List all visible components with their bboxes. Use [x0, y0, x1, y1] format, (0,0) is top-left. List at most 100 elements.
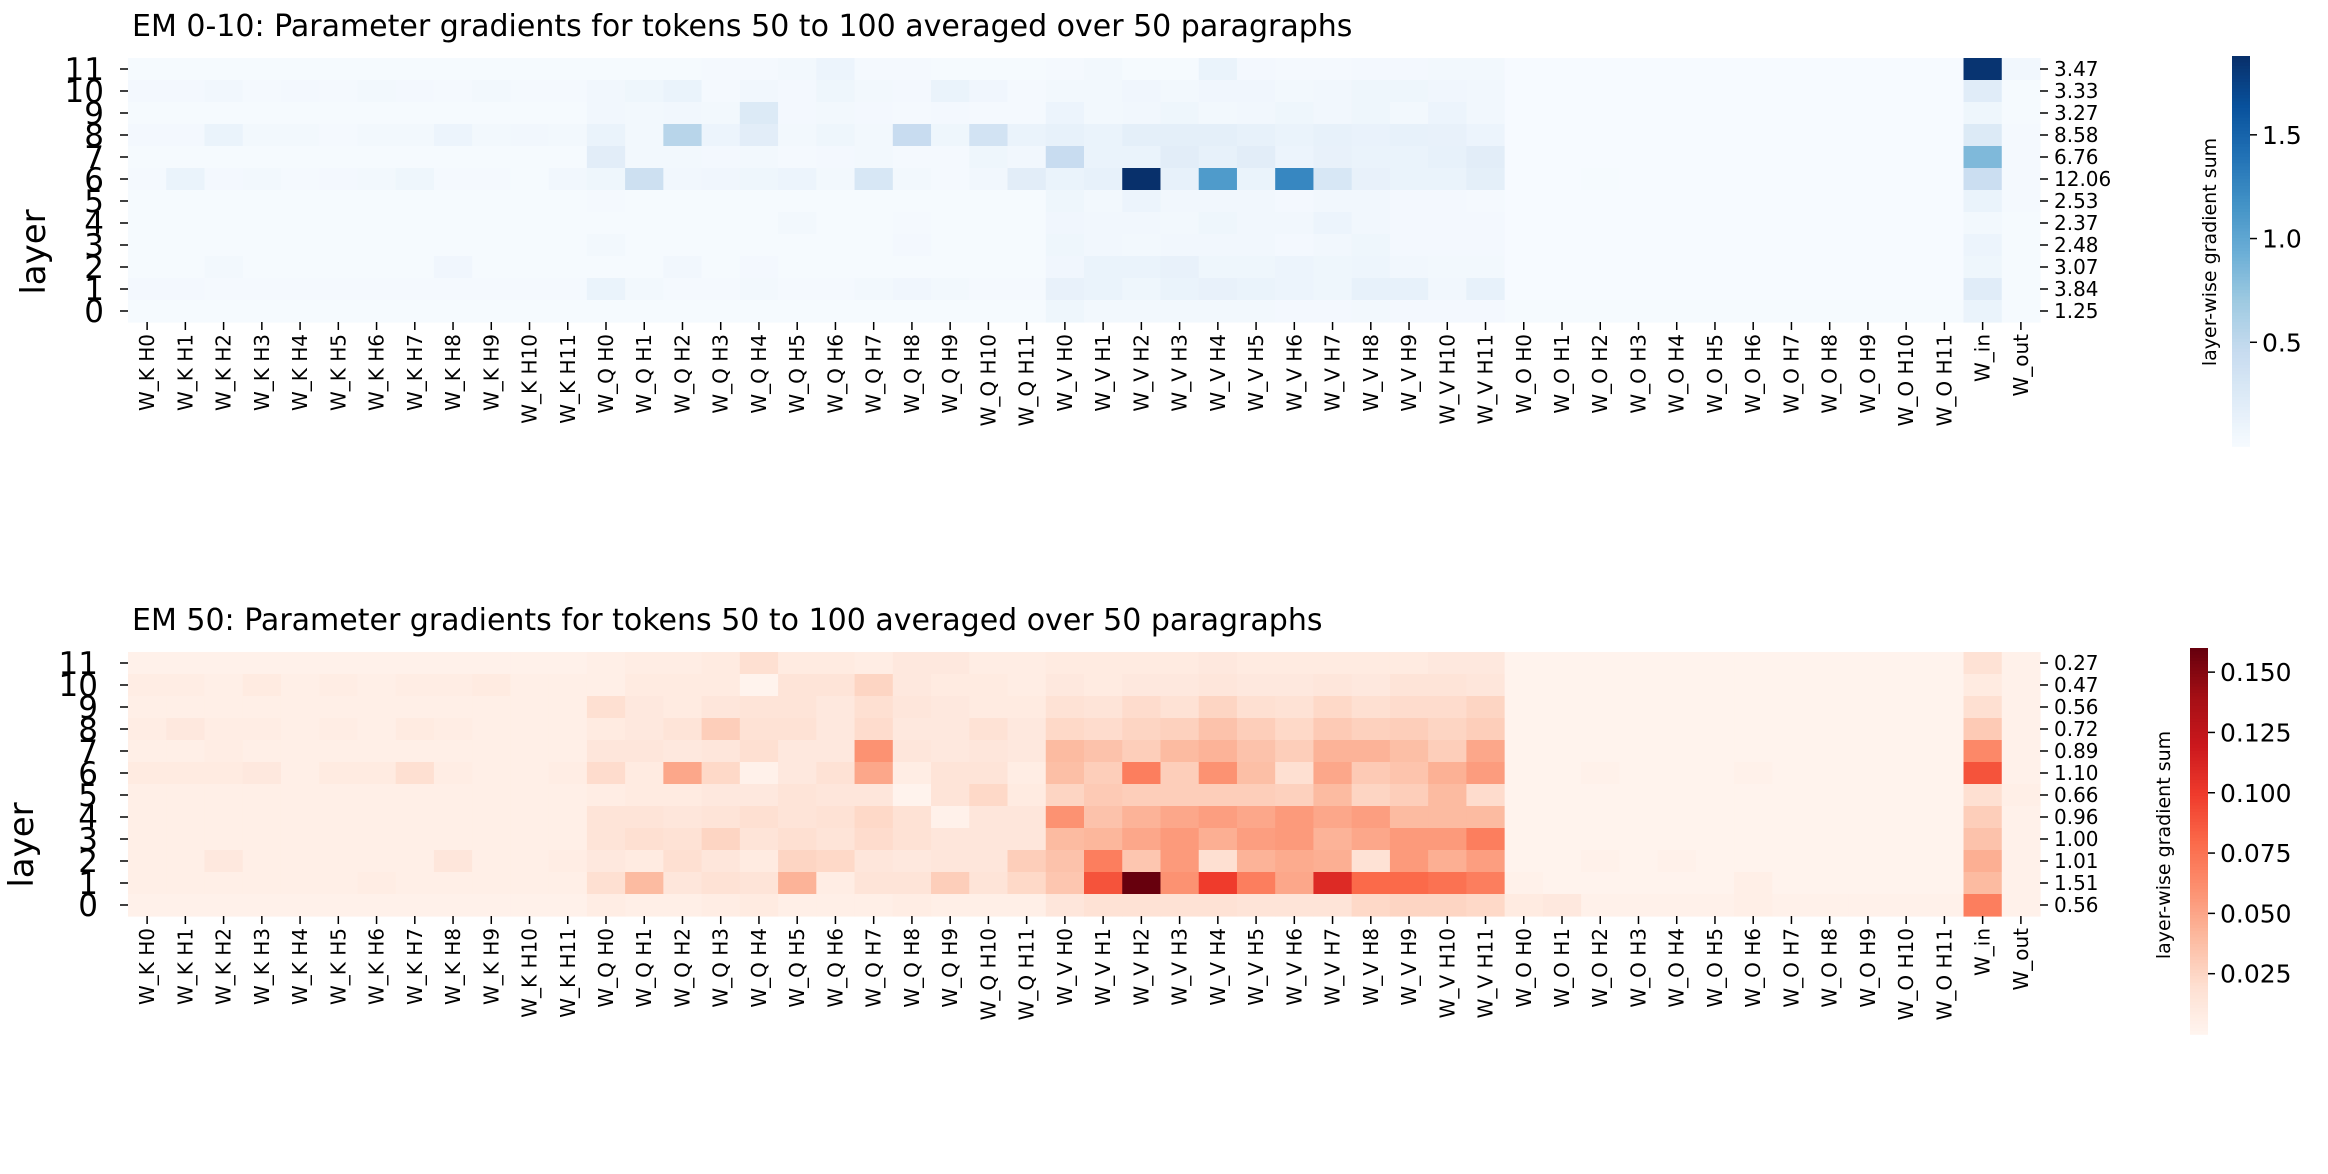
heatmap-cell: [1772, 850, 1812, 873]
heatmap-cell: [1351, 894, 1391, 917]
heatmap-cell: [1198, 256, 1238, 279]
heatmap-cell: [1428, 124, 1467, 147]
heatmap-cell: [1007, 146, 1047, 169]
heatmap-cell: [1428, 80, 1467, 103]
heatmap-cell: [242, 256, 282, 279]
heatmap-cell: [1810, 806, 1850, 829]
heatmap-cell: [1084, 674, 1123, 697]
heatmap-cell: [1007, 168, 1047, 191]
heatmap-cell: [1848, 894, 1888, 917]
heatmap-cell: [395, 696, 435, 719]
heatmap-cell: [816, 300, 856, 323]
heatmap-cell: [1734, 58, 1773, 81]
colorbar-segment: [2232, 387, 2250, 392]
heatmap-cell: [242, 850, 282, 873]
heatmap-cell: [1772, 828, 1812, 851]
heatmap-cell: [1504, 784, 1544, 807]
heatmap-cell: [1007, 80, 1047, 103]
heatmap-cell: [701, 696, 741, 719]
heatmap-cell: [701, 80, 741, 103]
heatmap-cell: [1466, 80, 1506, 103]
heatmap-cell: [395, 718, 435, 741]
heatmap-cell: [1084, 300, 1123, 323]
heatmap-cell: [816, 234, 856, 257]
heatmap-cell: [778, 58, 817, 81]
heatmap-cell: [1007, 696, 1047, 719]
heatmap-cell: [1160, 828, 1200, 851]
heatmap-cell: [892, 58, 932, 81]
heatmap-cell: [778, 740, 817, 763]
colorbar-segment: [2232, 273, 2250, 278]
x-tick-label: W_V H6: [1282, 334, 1306, 412]
heatmap-cell: [1351, 102, 1391, 125]
colorbar-segment: [2190, 738, 2208, 743]
heatmap-cell: [625, 894, 664, 917]
heatmap-cell: [1007, 124, 1047, 147]
heatmap-cell: [280, 124, 320, 147]
heatmap-cell: [128, 146, 167, 169]
heatmap-cell: [433, 828, 473, 851]
heatmap-cell: [1581, 190, 1620, 213]
heatmap-cell: [433, 674, 473, 697]
heatmap-cell: [1734, 300, 1773, 323]
heatmap-cell: [1695, 718, 1735, 741]
heatmap-cell: [1925, 740, 1965, 763]
heatmap-cell: [739, 850, 779, 873]
heatmap-cell: [1045, 190, 1085, 213]
heatmap-cell: [1466, 278, 1506, 301]
heatmap-cell: [319, 718, 359, 741]
colorbar-segment: [2190, 686, 2208, 691]
x-tick-label: W_O H11: [1932, 334, 1956, 426]
colorbar-segment: [2190, 741, 2208, 746]
row-sum-label: 0.27: [2054, 651, 2099, 675]
heatmap-cell: [1657, 300, 1697, 323]
heatmap-cell: [1275, 718, 1315, 741]
colorbar-segment: [2190, 979, 2208, 984]
heatmap-cell: [1313, 652, 1353, 675]
heatmap-cell: [1389, 762, 1429, 785]
x-tick-label: W_K H0: [135, 928, 159, 1005]
heatmap-cell: [663, 80, 703, 103]
heatmap-cell: [1581, 718, 1620, 741]
x-tick-label: W_O H7: [1779, 334, 1803, 414]
heatmap-cell: [1313, 58, 1353, 81]
heatmap-cell: [1772, 806, 1812, 829]
heatmap-cell: [701, 762, 741, 785]
heatmap-cell: [1810, 894, 1850, 917]
heatmap-cell: [1619, 300, 1659, 323]
heatmap-cell: [242, 190, 282, 213]
heatmap-cell: [319, 146, 359, 169]
x-tick-label: W_O H0: [1512, 928, 1536, 1008]
colorbar-segment: [2232, 156, 2250, 161]
x-tick-label: W_K H9: [479, 334, 503, 411]
heatmap-cell: [1581, 212, 1620, 235]
heatmap-cell: [280, 872, 320, 895]
heatmap-cell: [1428, 102, 1467, 125]
colorbar-segment: [2232, 189, 2250, 194]
colorbar-segment: [2232, 264, 2250, 269]
colorbar-segment: [2232, 150, 2250, 155]
heatmap-cell: [548, 146, 588, 169]
heatmap-cell: [739, 124, 779, 147]
heatmap-cell: [1772, 300, 1812, 323]
heatmap-cell: [1504, 740, 1544, 763]
heatmap-cell: [433, 256, 473, 279]
heatmap-cell: [204, 828, 244, 851]
x-tick-label: W_O H9: [1856, 928, 1880, 1008]
row-sum-label: 12.06: [2054, 167, 2111, 191]
heatmap-cell: [663, 278, 703, 301]
colorbar-segment: [2190, 712, 2208, 717]
heatmap-cell: [1542, 124, 1582, 147]
heatmap-cell: [1198, 674, 1238, 697]
heatmap-cell: [931, 190, 970, 213]
heatmap-cell: [892, 146, 932, 169]
heatmap-cell: [1848, 652, 1888, 675]
heatmap-cell: [1466, 696, 1506, 719]
colorbar-segment: [2232, 241, 2250, 246]
heatmap-cell: [969, 872, 1009, 895]
heatmap-cell: [969, 894, 1009, 917]
heatmap-cell: [433, 740, 473, 763]
heatmap-cell: [1504, 652, 1544, 675]
row-sum-label: 1.25: [2054, 299, 2099, 323]
colorbar-segment: [2232, 439, 2250, 444]
